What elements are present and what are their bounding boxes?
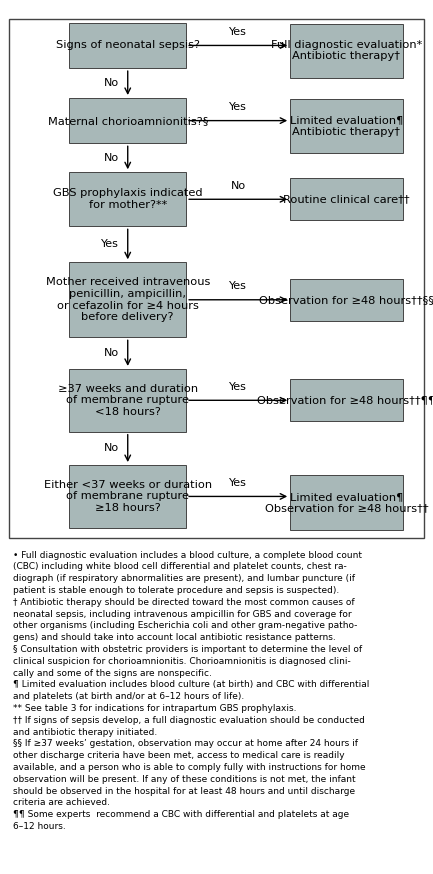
Text: Mother received intravenous
penicillin, ampicillin,
or cefazolin for ≥4 hours
be: Mother received intravenous penicillin, … <box>45 277 210 323</box>
FancyBboxPatch shape <box>69 172 186 226</box>
Text: Routine clinical care††: Routine clinical care†† <box>283 194 410 205</box>
Text: • Full diagnostic evaluation includes a blood culture, a complete blood count: • Full diagnostic evaluation includes a … <box>13 551 362 559</box>
Text: No: No <box>104 443 119 454</box>
Text: (CBC) including white blood cell differential and platelet counts, chest ra-: (CBC) including white blood cell differe… <box>13 563 347 572</box>
Text: Observation for ≥48 hours††§§: Observation for ≥48 hours††§§ <box>259 295 433 305</box>
FancyBboxPatch shape <box>69 262 186 337</box>
Text: GBS prophylaxis indicated
for mother?**: GBS prophylaxis indicated for mother?** <box>53 189 203 210</box>
Text: † Antibiotic therapy should be directed toward the most common causes of: † Antibiotic therapy should be directed … <box>13 598 355 607</box>
Text: and antibiotic therapy initiated.: and antibiotic therapy initiated. <box>13 727 157 737</box>
FancyBboxPatch shape <box>69 369 186 432</box>
Text: ** See table 3 for indications for intrapartum GBS prophylaxis.: ** See table 3 for indications for intra… <box>13 704 297 713</box>
Text: Yes: Yes <box>229 382 247 392</box>
Text: No: No <box>104 153 119 163</box>
Text: other organisms (including Escherichia coli and other gram-negative patho-: other organisms (including Escherichia c… <box>13 621 357 630</box>
Text: Limited evaluation¶
Antibiotic therapy†: Limited evaluation¶ Antibiotic therapy† <box>290 115 403 136</box>
FancyBboxPatch shape <box>290 379 403 421</box>
FancyBboxPatch shape <box>290 24 403 78</box>
Text: gens) and should take into account local antibiotic resistance patterns.: gens) and should take into account local… <box>13 633 336 642</box>
Text: Full diagnostic evaluation*
Antibiotic therapy†: Full diagnostic evaluation* Antibiotic t… <box>271 40 422 61</box>
Text: Signs of neonatal sepsis?: Signs of neonatal sepsis? <box>56 40 200 51</box>
Text: No: No <box>104 348 119 358</box>
Text: Yes: Yes <box>229 27 247 37</box>
Text: and platelets (at birth and/or at 6–12 hours of life).: and platelets (at birth and/or at 6–12 h… <box>13 692 244 701</box>
Text: cally and some of the signs are nonspecific.: cally and some of the signs are nonspeci… <box>13 669 212 677</box>
Text: criteria are achieved.: criteria are achieved. <box>13 799 110 808</box>
Text: No: No <box>231 181 246 191</box>
Text: Observation for ≥48 hours††¶¶: Observation for ≥48 hours††¶¶ <box>257 395 433 406</box>
Text: Yes: Yes <box>229 478 247 488</box>
Text: Yes: Yes <box>229 102 247 112</box>
FancyBboxPatch shape <box>290 475 403 530</box>
Text: other discharge criteria have been met, access to medical care is readily: other discharge criteria have been met, … <box>13 752 345 760</box>
FancyBboxPatch shape <box>69 98 186 143</box>
Text: should be observed in the hospital for at least 48 hours and until discharge: should be observed in the hospital for a… <box>13 787 355 795</box>
Text: neonatal sepsis, including intravenous ampicillin for GBS and coverage for: neonatal sepsis, including intravenous a… <box>13 610 352 619</box>
Text: available, and a person who is able to comply fully with instructions for home: available, and a person who is able to c… <box>13 763 365 772</box>
FancyBboxPatch shape <box>69 23 186 68</box>
Text: §§ If ≥37 weeks’ gestation, observation may occur at home after 24 hours if: §§ If ≥37 weeks’ gestation, observation … <box>13 739 358 748</box>
Text: Either <37 weeks or duration
of membrane rupture
≥18 hours?: Either <37 weeks or duration of membrane… <box>44 480 212 513</box>
Text: clinical suspicion for chorioamnionitis. Chorioamnionitis is diagnosed clini-: clinical suspicion for chorioamnionitis.… <box>13 657 351 666</box>
Text: Maternal chorioamnionitis?§: Maternal chorioamnionitis?§ <box>48 115 208 126</box>
Text: ≥37 weeks and duration
of membrane rupture
<18 hours?: ≥37 weeks and duration of membrane ruptu… <box>58 384 198 417</box>
Text: patient is stable enough to tolerate procedure and sepsis is suspected).: patient is stable enough to tolerate pro… <box>13 586 339 595</box>
FancyBboxPatch shape <box>290 99 403 153</box>
Text: Yes: Yes <box>101 239 119 249</box>
FancyBboxPatch shape <box>290 178 403 220</box>
Text: Yes: Yes <box>229 281 247 291</box>
FancyBboxPatch shape <box>69 465 186 528</box>
Text: No: No <box>104 78 119 88</box>
Text: diograph (if respiratory abnormalities are present), and lumbar puncture (if: diograph (if respiratory abnormalities a… <box>13 574 355 583</box>
Text: Limited evaluation¶
Observation for ≥48 hours††: Limited evaluation¶ Observation for ≥48 … <box>265 492 428 513</box>
FancyBboxPatch shape <box>290 279 403 321</box>
Text: § Consultation with obstetric providers is important to determine the level of: § Consultation with obstetric providers … <box>13 645 362 654</box>
Text: 6–12 hours.: 6–12 hours. <box>13 822 66 831</box>
Text: observation will be present. If any of these conditions is not met, the infant: observation will be present. If any of t… <box>13 774 355 784</box>
Text: ¶ Limited evaluation includes blood culture (at birth) and CBC with differential: ¶ Limited evaluation includes blood cult… <box>13 680 369 690</box>
Text: †† If signs of sepsis develop, a full diagnostic evaluation should be conducted: †† If signs of sepsis develop, a full di… <box>13 716 365 725</box>
Text: ¶¶ Some experts  recommend a CBC with differential and platelets at age: ¶¶ Some experts recommend a CBC with dif… <box>13 810 349 819</box>
